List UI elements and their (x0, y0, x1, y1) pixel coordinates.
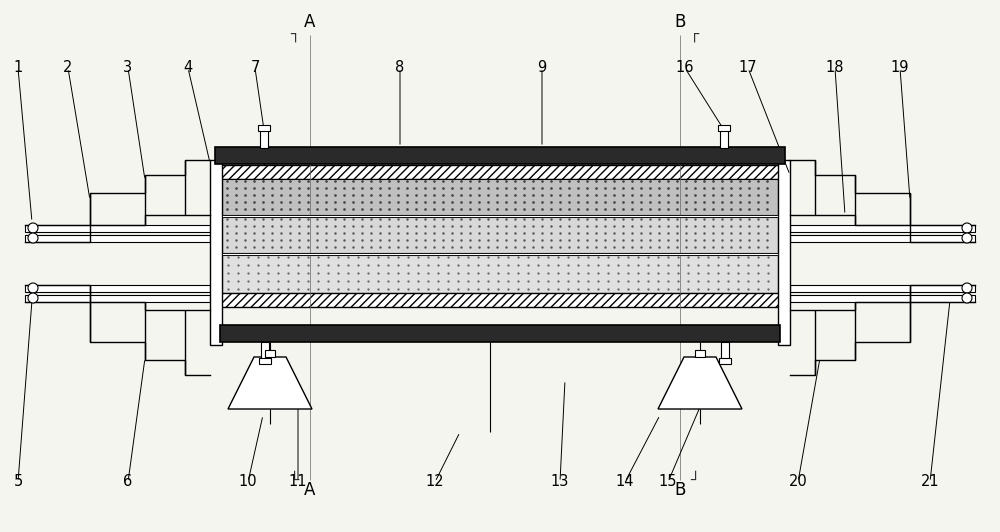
Bar (695, 350, 705, 357)
Text: 2: 2 (63, 61, 73, 76)
Circle shape (962, 233, 972, 243)
Text: 4: 4 (183, 61, 193, 76)
Bar (25, 225, 210, 232)
Text: 7: 7 (250, 61, 260, 76)
Text: B: B (674, 481, 686, 499)
Circle shape (962, 223, 972, 233)
Text: 19: 19 (891, 61, 909, 76)
Bar (220, 293, 780, 307)
Text: 9: 9 (537, 61, 547, 76)
Bar (790, 285, 975, 292)
Bar (261, 342, 269, 360)
Polygon shape (228, 357, 312, 409)
Bar (259, 358, 271, 364)
Text: 12: 12 (426, 475, 444, 489)
Text: 18: 18 (826, 61, 844, 76)
Bar (721, 342, 729, 360)
Text: 11: 11 (289, 475, 307, 489)
Bar (719, 358, 731, 364)
Bar (222, 215, 778, 217)
Bar (25, 285, 210, 292)
Text: 16: 16 (676, 61, 694, 76)
Bar (222, 255, 778, 293)
Circle shape (962, 293, 972, 303)
Circle shape (28, 233, 38, 243)
Text: 13: 13 (551, 475, 569, 489)
Text: 20: 20 (789, 475, 807, 489)
Text: 15: 15 (659, 475, 677, 489)
Text: 14: 14 (616, 475, 634, 489)
Bar (222, 179, 778, 215)
Text: 10: 10 (239, 475, 257, 489)
Text: 6: 6 (123, 475, 133, 489)
Bar (220, 325, 780, 342)
Text: 21: 21 (921, 475, 939, 489)
Bar (25, 235, 210, 242)
Circle shape (962, 283, 972, 293)
Text: A: A (304, 13, 316, 31)
Text: 5: 5 (13, 475, 23, 489)
Text: ┐: ┐ (290, 28, 300, 43)
Bar (790, 235, 975, 242)
Bar (222, 217, 778, 253)
Text: ┘: ┘ (690, 472, 700, 487)
Text: 17: 17 (739, 61, 757, 76)
Text: 3: 3 (123, 61, 133, 76)
Bar (790, 225, 975, 232)
Text: A: A (304, 481, 316, 499)
Text: └: └ (290, 472, 300, 487)
Bar (220, 165, 780, 179)
Circle shape (28, 283, 38, 293)
Text: B: B (674, 13, 686, 31)
Circle shape (28, 293, 38, 303)
Bar (265, 350, 275, 357)
Bar (210, 160, 222, 345)
Bar (215, 147, 785, 164)
Polygon shape (658, 357, 742, 409)
Bar (222, 253, 778, 255)
Circle shape (28, 223, 38, 233)
Bar (778, 160, 790, 345)
Bar (790, 295, 975, 302)
Bar (718, 125, 730, 131)
Bar (260, 130, 268, 148)
Bar (720, 130, 728, 148)
Text: 8: 8 (395, 61, 405, 76)
Text: ┌: ┌ (690, 28, 700, 43)
Bar (258, 125, 270, 131)
Text: 1: 1 (13, 61, 23, 76)
Bar (25, 295, 210, 302)
